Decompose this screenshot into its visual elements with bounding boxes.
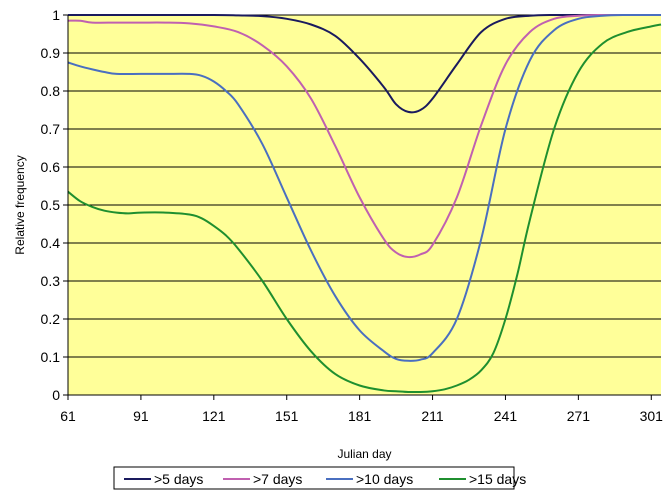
series-line (67, 13, 661, 259)
y-tick-label: 0.1 (41, 349, 61, 365)
y-tick-label: 0.6 (41, 159, 61, 175)
y-tick-label: 0.3 (41, 273, 61, 289)
legend-label: >7 days (253, 471, 302, 487)
series-line (67, 23, 662, 394)
series-layer (67, 13, 662, 394)
legend-label: >5 days (154, 471, 203, 487)
y-tick-label: 0.2 (41, 311, 61, 327)
x-tick-label: 241 (494, 408, 518, 424)
x-tick-labels: 61 91 121 151 181 211 241 271 301 (60, 408, 663, 424)
x-tick-label: 211 (421, 408, 444, 424)
x-tick-label: 271 (567, 408, 591, 424)
series-line (67, 13, 661, 362)
x-tick-label: 91 (133, 408, 149, 424)
x-tick-label: 301 (640, 408, 664, 424)
x-tick-label: 151 (275, 408, 299, 424)
x-tick-label: 121 (202, 408, 226, 424)
legend-label: >10 days (356, 471, 413, 487)
y-tick-label: 0.4 (41, 235, 61, 251)
y-tick-label: 0.7 (41, 121, 61, 137)
y-tick-label: 1 (52, 7, 60, 23)
x-axis-label: Julian day (337, 447, 391, 461)
axes (63, 14, 661, 400)
y-tick-label: 0.9 (41, 45, 61, 61)
legend: >5 days >7 days >10 days >15 days (113, 466, 526, 490)
y-axis-label: Relative frequency (13, 155, 27, 254)
y-tick-label: 0.8 (41, 83, 61, 99)
y-tick-label: 0 (52, 387, 60, 403)
legend-label: >15 days (469, 471, 526, 487)
legend-box (113, 466, 515, 490)
y-tick-label: 0.5 (41, 197, 61, 213)
y-tick-labels: 0 0.1 0.2 0.3 0.4 0.5 0.6 0.7 0.8 0.9 1 (41, 7, 61, 403)
x-tick-label: 61 (60, 408, 76, 424)
x-tick-label: 181 (348, 408, 372, 424)
